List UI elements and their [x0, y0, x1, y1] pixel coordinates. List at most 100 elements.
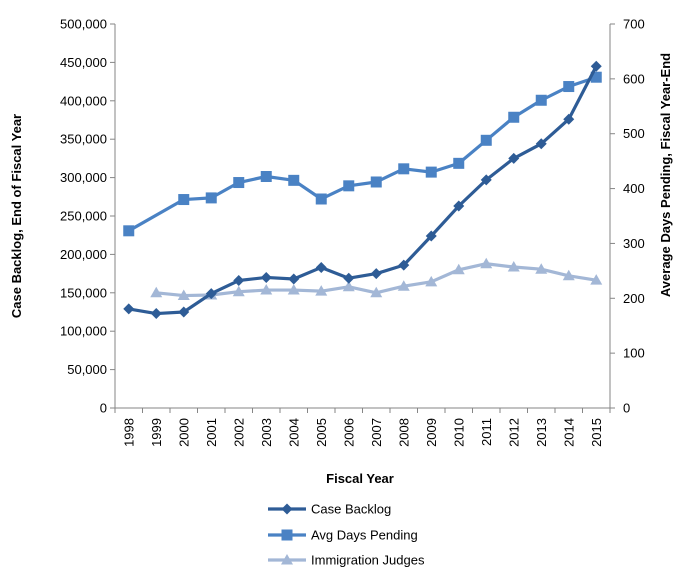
case-backlog-point	[150, 308, 162, 320]
immigration-judges-point	[425, 275, 438, 287]
immigration-judges-point	[507, 261, 520, 272]
x-tick-label: 2006	[341, 418, 356, 447]
case-backlog-point	[205, 288, 217, 300]
immigration-judges-point	[260, 284, 273, 295]
left-tick-label: 400,000	[60, 93, 107, 108]
avg-days-pending-point	[288, 174, 300, 186]
avg-days-pending-point	[398, 163, 410, 175]
series-avg-days-pending	[123, 71, 602, 237]
case-backlog-point	[233, 275, 245, 287]
x-tick-label: 2000	[176, 418, 191, 447]
right-tick-label: 500	[623, 126, 645, 141]
x-tick-label: 2015	[589, 418, 604, 447]
x-tick-label: 1999	[149, 418, 164, 447]
left-tick-label: 0	[100, 401, 107, 416]
x-tick-label: 2012	[506, 418, 521, 447]
case-backlog-point	[563, 113, 575, 125]
series-immigration-judges	[150, 257, 603, 301]
legend-label-immigration-judges: Immigration Judges	[311, 553, 425, 568]
case-backlog-point	[288, 273, 300, 285]
left-tick-label: 200,000	[60, 247, 107, 262]
case-backlog-point	[178, 306, 190, 318]
x-tick-label: 2001	[204, 418, 219, 447]
avg-days-pending-point	[425, 166, 437, 178]
x-axis-ticks: 1998 1999 2000 2001 2002 2003 2004 2005 2006 2007…	[114, 408, 611, 447]
right-tick-label: 0	[623, 401, 630, 416]
x-axis-title: Fiscal Year	[326, 471, 394, 486]
left-tick-label: 50,000	[67, 362, 107, 377]
left-axis-title: Case Backlog, End of Fiscal Year	[9, 114, 24, 318]
avg-days-pending-point	[233, 177, 245, 189]
x-tick-label: 2002	[231, 418, 246, 447]
case-backlog-point	[425, 230, 437, 242]
x-tick-label: 2007	[369, 418, 384, 447]
legend-item-immigration-judges: Immigration Judges	[268, 553, 425, 568]
left-tick-label: 150,000	[60, 285, 107, 300]
immigration-judges-point	[397, 280, 410, 291]
right-tick-label: 300	[623, 236, 645, 251]
x-tick-label: 2008	[396, 418, 411, 447]
series-layer	[123, 60, 603, 320]
immigration-judges-point	[315, 285, 328, 296]
left-axis-ticks: 0 50,000 100,000 150,000 200,000 250,000 300,0…	[60, 17, 115, 416]
avg-days-pending-point	[480, 134, 492, 146]
immigration-judges-point	[177, 289, 190, 301]
immigration-judges-point	[342, 280, 355, 292]
avg-days-pending-line	[127, 75, 597, 233]
avg-days-pending-point	[453, 157, 465, 169]
right-axis-ticks: 0 100 200 300 400 500 600 700	[610, 17, 645, 416]
case-backlog-point	[590, 60, 602, 72]
legend-swatch-marker-immigration-judges	[281, 554, 293, 565]
avg-days-pending-point	[590, 71, 602, 83]
chart-axes	[114, 24, 611, 409]
right-tick-label: 100	[623, 346, 645, 361]
case-backlog-point	[508, 152, 520, 164]
case-backlog-line	[128, 65, 598, 316]
right-tick-label: 400	[623, 181, 645, 196]
left-tick-label: 250,000	[60, 209, 107, 224]
x-tick-label: 2005	[314, 418, 329, 447]
right-tick-label: 700	[623, 17, 645, 32]
immigration-judges-point	[287, 284, 300, 295]
avg-days-pending-point	[343, 180, 355, 192]
immigration-judges-point	[562, 269, 575, 281]
legend: Case Backlog Avg Days Pending Immigration …	[268, 502, 425, 568]
avg-days-pending-point	[563, 81, 575, 93]
avg-days-pending-point	[260, 171, 272, 183]
case-backlog-point	[370, 268, 382, 280]
immigration-judges-point	[370, 286, 383, 298]
avg-days-pending-point	[508, 111, 520, 123]
x-tick-label: 2003	[259, 418, 274, 447]
case-backlog-point	[453, 200, 465, 212]
right-tick-label: 600	[623, 71, 645, 86]
x-tick-label: 2010	[451, 418, 466, 447]
left-tick-label: 500,000	[60, 17, 107, 32]
immigration-judges-point	[535, 263, 548, 274]
x-tick-label: 1998	[121, 418, 136, 447]
legend-label-case-backlog: Case Backlog	[311, 502, 391, 517]
avg-days-pending-point	[205, 192, 217, 204]
x-tick-label: 2011	[479, 418, 494, 446]
x-tick-label: 2014	[561, 418, 576, 447]
avg-days-pending-point	[123, 225, 135, 237]
avg-days-pending-point	[315, 193, 327, 205]
legend-swatch-marker-avg-days-pending	[281, 529, 293, 541]
immigration-judges-point	[480, 257, 493, 269]
legend-item-avg-days-pending: Avg Days Pending	[268, 528, 418, 543]
avg-days-pending-point	[535, 94, 547, 106]
left-tick-label: 350,000	[60, 132, 107, 147]
case-backlog-point	[398, 259, 410, 271]
legend-label-avg-days-pending: Avg Days Pending	[311, 528, 418, 543]
immigration-judges-point	[590, 274, 603, 285]
case-backlog-point	[260, 271, 272, 283]
x-tick-label: 2004	[286, 418, 301, 447]
left-tick-label: 300,000	[60, 170, 107, 185]
left-tick-label: 100,000	[60, 324, 107, 339]
right-tick-label: 200	[623, 291, 645, 306]
case-backlog-point	[535, 138, 547, 150]
legend-item-case-backlog: Case Backlog	[268, 502, 391, 517]
avg-days-pending-point	[370, 176, 382, 188]
right-axis-title: Average Days Pending, Fiscal Year-End	[658, 53, 673, 297]
avg-days-pending-point	[178, 194, 190, 206]
